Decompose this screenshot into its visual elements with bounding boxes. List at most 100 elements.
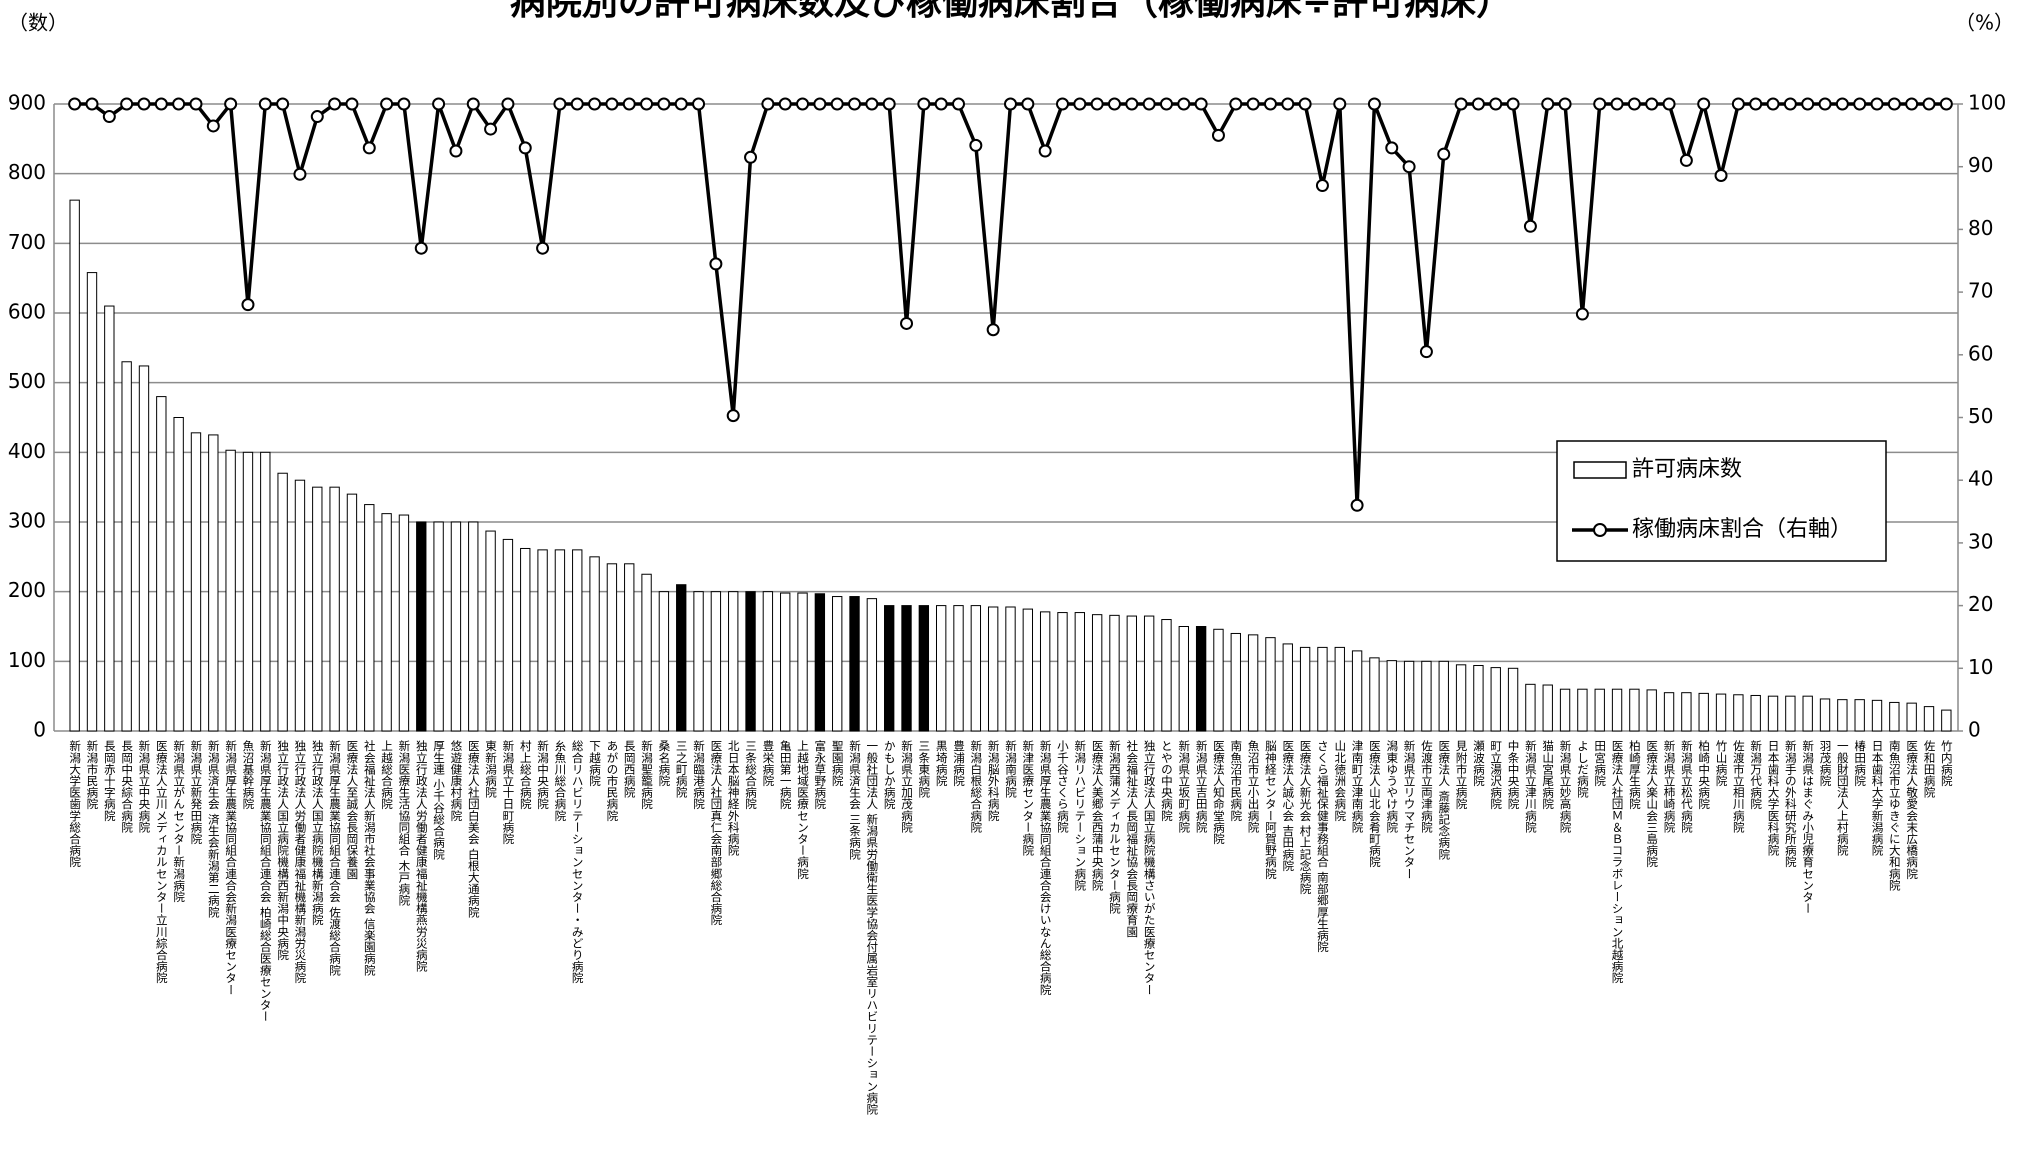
bar xyxy=(884,605,895,732)
bar xyxy=(1022,608,1034,732)
bar xyxy=(1109,614,1120,732)
point xyxy=(1159,97,1173,111)
x-tick-label: 医療法人誠心会 吉田病院 xyxy=(1281,740,1295,871)
point xyxy=(1818,97,1832,111)
x-tick-label: 豊浦病院 xyxy=(952,740,966,786)
legend-box xyxy=(1556,440,1887,562)
x-tick-label: 日本歯科大学医科病院 xyxy=(1767,740,1781,856)
point xyxy=(536,241,550,255)
point xyxy=(137,97,151,111)
point xyxy=(241,298,255,312)
bar xyxy=(190,432,202,732)
bar xyxy=(485,530,496,732)
point xyxy=(1004,97,1017,111)
bar xyxy=(1143,615,1155,732)
x-tick-label: 椿田病院 xyxy=(1853,740,1867,786)
x-tick-label: 新潟大学医歯学総合病院 xyxy=(68,739,82,867)
point xyxy=(605,97,619,111)
point xyxy=(813,97,827,111)
bar xyxy=(1403,660,1415,732)
bar xyxy=(1265,637,1276,732)
bar xyxy=(1819,698,1831,732)
point xyxy=(68,97,82,111)
x-tick-label: 独立行政法人労働者健康福祉機構新潟労災病院 xyxy=(293,739,307,983)
point xyxy=(865,97,879,111)
bar xyxy=(312,486,323,732)
x-tick-label: 佐和田病院 xyxy=(1923,739,1937,798)
point xyxy=(1523,219,1537,233)
y2-tick-label: 10 xyxy=(1968,655,1993,679)
point xyxy=(588,97,602,111)
point xyxy=(1853,97,1867,111)
x-tick-label: 医療法人楽山会三島病院 xyxy=(1645,740,1659,868)
bar xyxy=(1923,706,1935,732)
y-tick-label: 200 xyxy=(8,578,46,602)
point xyxy=(1679,153,1693,167)
point xyxy=(1801,97,1815,111)
point xyxy=(1125,97,1139,111)
bar xyxy=(1421,660,1432,732)
bar xyxy=(225,449,236,732)
bar xyxy=(572,549,583,732)
point xyxy=(518,141,532,155)
point xyxy=(952,97,966,111)
y2-axis-label: （%） xyxy=(1955,11,2014,35)
x-tick-label: 山北徳洲会病院 xyxy=(1333,740,1347,821)
bar xyxy=(277,472,288,732)
point xyxy=(622,97,636,111)
point xyxy=(1939,97,1953,111)
x-tick-label: 津南町立津南病院 xyxy=(1351,740,1365,833)
x-tick-label: 新潟県厚生農業協同組合連合会 柏崎総合医療センター xyxy=(259,739,273,1022)
x-tick-label: 独立行政法人国立病院機構さいがた医療センター xyxy=(1143,739,1157,995)
bar xyxy=(346,493,358,732)
bar xyxy=(1629,688,1640,732)
x-tick-label: 新潟県立妙高病院 xyxy=(1559,739,1573,833)
x-tick-label: 田宮病院 xyxy=(1593,740,1607,786)
x-tick-label: 南魚沼市立ゆきぐに大和病院 xyxy=(1888,739,1902,891)
x-tick-label: 医療法人社団白美会 白根大通病院 xyxy=(467,740,481,918)
point xyxy=(969,138,983,152)
point xyxy=(1298,97,1312,111)
x-tick-label: 新津医療センター病院 xyxy=(1021,739,1035,856)
point xyxy=(1021,97,1035,111)
x-tick-label: 一般社団法人 新潟県労働衛生医学協会付属岩室リハビリテーション病院 xyxy=(865,740,879,1115)
y-tick-label: 400 xyxy=(8,439,46,463)
bar xyxy=(624,563,635,732)
bar xyxy=(780,592,791,732)
x-tick-label: 新潟県立松代病院 xyxy=(1680,739,1694,833)
bar xyxy=(1750,694,1761,732)
x-tick-label: 小千谷さくら病院 xyxy=(1056,740,1070,833)
bar xyxy=(1161,619,1172,732)
bar xyxy=(86,272,98,732)
y2-tick-label: 20 xyxy=(1968,592,1993,616)
point xyxy=(1887,97,1901,111)
x-tick-label: 新潟中央病院 xyxy=(536,739,550,809)
point xyxy=(1541,97,1555,111)
legend-marker xyxy=(1593,523,1607,537)
point xyxy=(189,97,203,111)
x-tick-label: 医療法人至誠会長岡保養園 xyxy=(345,740,359,880)
point xyxy=(1385,141,1399,155)
point xyxy=(1697,97,1711,111)
bar xyxy=(1091,614,1103,732)
point xyxy=(1038,144,1052,158)
bar xyxy=(1698,692,1709,732)
x-tick-label: 脳神経センター阿賀野病院 xyxy=(1264,740,1278,879)
x-tick-label: 柏崎中央病院 xyxy=(1697,739,1711,809)
y-tick-label: 0 xyxy=(33,718,46,742)
point xyxy=(1437,147,1451,161)
point xyxy=(1263,97,1277,111)
point xyxy=(1922,97,1936,111)
point xyxy=(830,97,844,111)
x-tick-label: 新潟医療生活協同組合 木戸病院 xyxy=(397,739,411,906)
bar xyxy=(329,486,340,732)
point xyxy=(1593,97,1607,111)
bar xyxy=(1854,699,1865,732)
x-tick-label: 新潟県立吉田病院 xyxy=(1195,739,1209,833)
x-tick-label: 上越総合病院 xyxy=(380,740,394,810)
x-tick-label: 柏崎厚生病院 xyxy=(1628,739,1642,809)
x-tick-label: 新潟県厚生農業協同組合連合会けいなん総合病院 xyxy=(1039,739,1053,995)
y2-tick-label: 60 xyxy=(1968,341,1993,365)
bar xyxy=(450,521,462,732)
